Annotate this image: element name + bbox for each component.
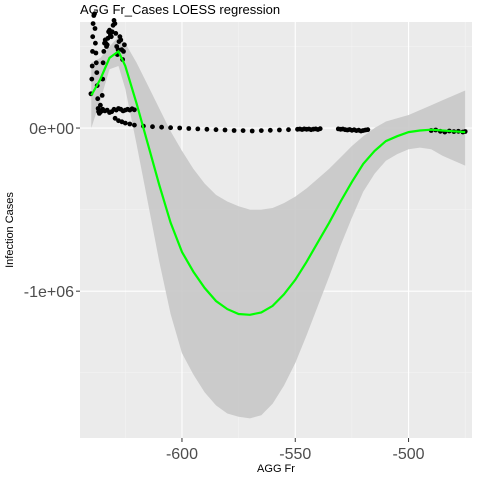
x-axis-title: AGG Fr [257,463,295,475]
data-point [277,127,282,133]
data-point [93,40,98,46]
data-point [99,93,105,98]
data-point [132,122,137,128]
data-point [112,115,118,121]
x-tick-label: -500 [393,446,425,463]
data-point [177,125,183,131]
data-point [249,128,255,134]
data-point [122,42,127,48]
data-point [108,34,114,40]
data-point [109,29,115,35]
data-point [112,21,118,26]
data-point [92,26,98,31]
data-point [317,126,323,132]
data-point [98,102,103,108]
data-point [89,76,95,82]
y-axis-ticks: 0e+00 -1e+06 [24,121,80,301]
data-point [122,120,128,126]
data-point [94,70,100,75]
x-tick-label: -600 [166,446,198,463]
y-tick-label: 0e+00 [29,121,74,138]
data-point [118,37,124,43]
data-point [100,60,106,66]
data-point [132,107,137,113]
x-tick-label: -550 [279,446,311,463]
data-point [113,31,119,36]
loess-fit-line [90,49,466,316]
data-point [92,11,97,17]
data-point [186,126,192,131]
data-point [95,96,101,102]
data-point [258,128,264,134]
data-point [104,42,110,48]
data-point [93,50,99,56]
data-point [89,63,95,69]
data-point [121,49,126,54]
data-point [231,128,237,133]
data-point [204,126,210,132]
data-point [101,49,107,54]
data-point [213,127,219,133]
data-point [159,124,165,130]
data-point [93,60,99,66]
data-point [150,124,155,130]
data-point [240,128,246,134]
chart-title: AGG Fr_Cases LOESS regression [80,2,280,17]
x-axis-ticks: -600 -550 -500 [166,438,425,463]
data-point [90,34,96,40]
data-point [127,121,133,127]
data-point [286,127,291,133]
y-axis-title: Infection Cases [4,192,16,268]
data-point [222,127,228,133]
data-point [168,125,174,131]
y-tick-label: -1e+06 [24,284,74,301]
data-point [267,127,273,133]
confidence-band [91,36,466,419]
data-point [195,126,201,132]
data-point [365,127,371,133]
data-point [90,21,96,26]
